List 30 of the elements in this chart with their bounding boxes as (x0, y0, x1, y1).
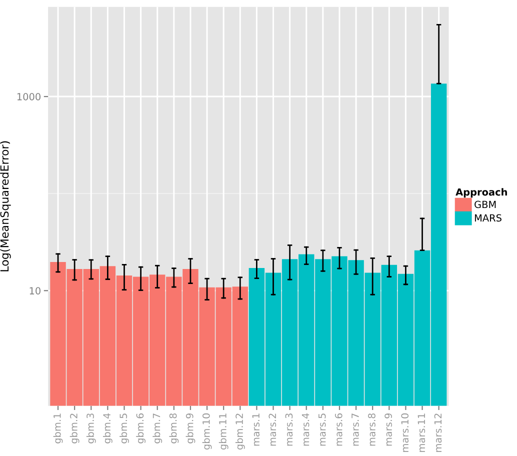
x-tick-label: gbm.4 (102, 413, 112, 444)
x-tick-label: gbm.2 (70, 414, 80, 444)
x-tick-label: mars.11 (418, 414, 426, 452)
legend-title: Approach (456, 188, 507, 198)
legend-label: MARS (474, 214, 502, 222)
x-tick-label: mars.5 (318, 414, 326, 446)
x-tick-label: gbm.10 (202, 413, 212, 450)
x-tick-label: gbm.1 (53, 414, 63, 444)
x-tick-label: gbm.7 (152, 414, 162, 444)
x-tick-label: mars.10 (401, 413, 409, 452)
x-tick-label: gbm.5 (120, 414, 129, 444)
x-tick-label: mars.3 (285, 414, 293, 446)
x-tick-label: gbm.11 (218, 414, 228, 450)
x-tick-label: gbm.8 (169, 413, 179, 444)
y-axis-title: Log(MeanSquaredError) (0, 141, 11, 272)
y-tick-label: 1000 (17, 93, 40, 100)
legend-label: GBM (474, 200, 496, 208)
x-tick-label: mars.2 (268, 414, 276, 446)
x-tick-label: gbm.9 (186, 413, 196, 444)
x-tick-label: mars.12 (434, 414, 442, 452)
x-tick-label: gbm.6 (136, 413, 146, 444)
x-tick-label: mars.7 (352, 414, 359, 446)
x-tick-label: gbm.3 (86, 414, 96, 444)
x-tick-label: mars.8 (368, 413, 376, 446)
x-tick-label: mars.1 (252, 414, 260, 446)
x-tick-label: mars.4 (302, 413, 310, 446)
x-tick-label: mars.6 (334, 413, 342, 446)
x-tick-label: mars.9 (384, 413, 392, 446)
x-tick-label: gbm.12 (235, 414, 245, 450)
y-tick-label: 10 (30, 287, 40, 294)
